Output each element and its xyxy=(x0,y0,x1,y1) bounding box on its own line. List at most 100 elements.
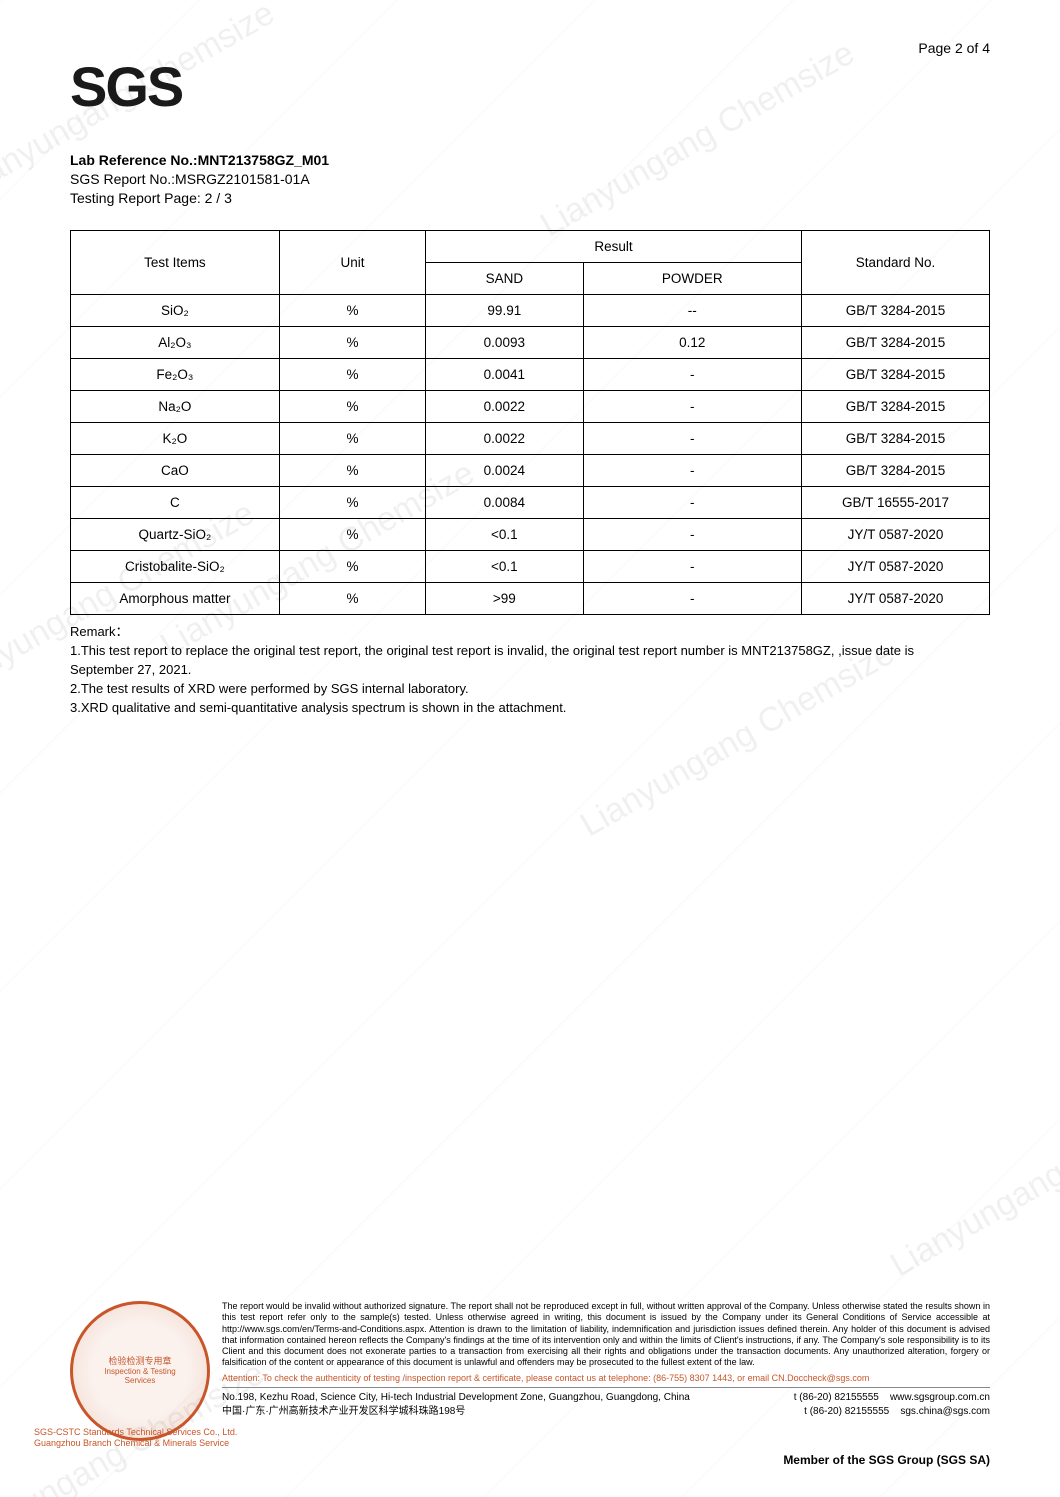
cell-sand: 99.91 xyxy=(426,295,584,327)
table-row: C%0.0084-GB/T 16555-2017 xyxy=(71,487,990,519)
seal-side2: Guangzhou Branch Chemical & Minerals Ser… xyxy=(34,1438,237,1449)
cell-powder: - xyxy=(583,391,801,423)
member-line: Member of the SGS Group (SGS SA) xyxy=(70,1453,990,1467)
table-row: Amorphous matter%>99-JY/T 0587-2020 xyxy=(71,583,990,615)
cell-std: GB/T 3284-2015 xyxy=(802,423,990,455)
lab-ref-label: Lab Reference No.: xyxy=(70,152,198,168)
content-area: Page 2 of 4 SGS Lab Reference No.:MNT213… xyxy=(0,0,1060,748)
logo-text: SGS xyxy=(70,55,182,118)
cell-sand: 0.0022 xyxy=(426,423,584,455)
reference-block: Lab Reference No.:MNT213758GZ_M01 SGS Re… xyxy=(70,152,990,206)
cell-powder: - xyxy=(583,551,801,583)
cell-std: GB/T 3284-2015 xyxy=(802,455,990,487)
cell-item: Fe₂O₃ xyxy=(71,359,280,391)
tel-2: t (86-20) 82155555 xyxy=(804,1406,889,1417)
cell-sand: 0.0024 xyxy=(426,455,584,487)
seal-cn: 检验检测专用章 xyxy=(88,1356,192,1367)
cell-unit: % xyxy=(279,583,425,615)
seal-en: Inspection & Testing Services xyxy=(88,1367,192,1386)
lab-reference-line: Lab Reference No.:MNT213758GZ_M01 xyxy=(70,152,990,168)
remark-items: 1.This test report to replace the origin… xyxy=(70,642,930,717)
cell-powder: - xyxy=(583,455,801,487)
table-row: K₂O%0.0022-GB/T 3284-2015 xyxy=(71,423,990,455)
cell-powder: - xyxy=(583,359,801,391)
cell-item: Cristobalite-SiO₂ xyxy=(71,551,280,583)
testing-page-line: Testing Report Page: 2 / 3 xyxy=(70,190,990,206)
cell-std: GB/T 3284-2015 xyxy=(802,359,990,391)
contact-email: sgs.china@sgs.com xyxy=(900,1406,990,1417)
cell-powder: - xyxy=(583,519,801,551)
cell-item: Amorphous matter xyxy=(71,583,280,615)
cell-unit: % xyxy=(279,327,425,359)
cell-std: JY/T 0587-2020 xyxy=(802,583,990,615)
col-result: Result xyxy=(426,231,802,263)
cell-std: JY/T 0587-2020 xyxy=(802,519,990,551)
lab-ref-value: MNT213758GZ_M01 xyxy=(198,152,330,168)
col-powder: POWDER xyxy=(583,263,801,295)
attention-line: Attention: To check the authenticity of … xyxy=(222,1373,990,1383)
report-page: Lianyungang Chemsize Lianyungang Chemsiz… xyxy=(0,0,1060,1497)
address-en: No.198, Kezhu Road, Science City, Hi-tec… xyxy=(222,1391,690,1405)
seal-side1: SGS-CSTC Standards Technical Services Co… xyxy=(34,1427,237,1438)
table-row: Fe₂O₃%0.0041-GB/T 3284-2015 xyxy=(71,359,990,391)
cell-item: C xyxy=(71,487,280,519)
cell-unit: % xyxy=(279,455,425,487)
cell-std: GB/T 3284-2015 xyxy=(802,295,990,327)
cell-std: GB/T 16555-2017 xyxy=(802,487,990,519)
remark-item: 3.XRD qualitative and semi-quantitative … xyxy=(70,699,930,718)
table-row: Al₂O₃%0.00930.12GB/T 3284-2015 xyxy=(71,327,990,359)
cell-sand: <0.1 xyxy=(426,519,584,551)
table-row: Na₂O%0.0022-GB/T 3284-2015 xyxy=(71,391,990,423)
table-row: Cristobalite-SiO₂%<0.1-JY/T 0587-2020 xyxy=(71,551,990,583)
cell-unit: % xyxy=(279,391,425,423)
cell-std: JY/T 0587-2020 xyxy=(802,551,990,583)
cell-unit: % xyxy=(279,359,425,391)
footer-text-block: The report would be invalid without auth… xyxy=(222,1301,990,1419)
results-tbody: SiO₂%99.91--GB/T 3284-2015Al₂O₃%0.00930.… xyxy=(71,295,990,615)
address-cn: 中国·广东·广州高新技术产业开发区科学城科珠路198号 xyxy=(222,1405,690,1419)
col-unit: Unit xyxy=(279,231,425,295)
remark-label: Remark： xyxy=(70,623,129,642)
footer: 检验检测专用章 Inspection & Testing Services SG… xyxy=(70,1301,990,1467)
cell-powder: -- xyxy=(583,295,801,327)
cell-unit: % xyxy=(279,295,425,327)
address-row: No.198, Kezhu Road, Science City, Hi-tec… xyxy=(222,1387,990,1419)
watermark-text: Lianyungang Chemsize xyxy=(884,1074,1060,1285)
cell-item: CaO xyxy=(71,455,280,487)
table-header-row-1: Test Items Unit Result Standard No. xyxy=(71,231,990,263)
cell-item: Na₂O xyxy=(71,391,280,423)
sgs-report-line: SGS Report No.:MSRGZ2101581-01A xyxy=(70,171,990,187)
cell-sand: >99 xyxy=(426,583,584,615)
cell-unit: % xyxy=(279,519,425,551)
cell-powder: - xyxy=(583,423,801,455)
remarks-block: Remark： 1.This test report to replace th… xyxy=(70,623,990,717)
results-table: Test Items Unit Result Standard No. SAND… xyxy=(70,230,990,615)
table-row: CaO%0.0024-GB/T 3284-2015 xyxy=(71,455,990,487)
seal-center-text: 检验检测专用章 Inspection & Testing Services xyxy=(88,1319,192,1423)
cell-item: Quartz-SiO₂ xyxy=(71,519,280,551)
col-sand: SAND xyxy=(426,263,584,295)
inspection-seal: 检验检测专用章 Inspection & Testing Services SG… xyxy=(70,1301,210,1441)
remark-item: 2.The test results of XRD were performed… xyxy=(70,680,930,699)
remark-item: 1.This test report to replace the origin… xyxy=(70,642,930,680)
cell-sand: 0.0084 xyxy=(426,487,584,519)
footer-flex: 检验检测专用章 Inspection & Testing Services SG… xyxy=(70,1301,990,1441)
cell-powder: 0.12 xyxy=(583,327,801,359)
cell-item: K₂O xyxy=(71,423,280,455)
cell-sand: 0.0093 xyxy=(426,327,584,359)
cell-unit: % xyxy=(279,487,425,519)
disclaimer-text: The report would be invalid without auth… xyxy=(222,1301,990,1369)
cell-std: GB/T 3284-2015 xyxy=(802,391,990,423)
cell-item: Al₂O₃ xyxy=(71,327,280,359)
sgs-report-value: MSRGZ2101581-01A xyxy=(175,171,310,187)
address-left: No.198, Kezhu Road, Science City, Hi-tec… xyxy=(222,1391,690,1419)
seal-side-label: SGS-CSTC Standards Technical Services Co… xyxy=(34,1427,237,1449)
table-row: SiO₂%99.91--GB/T 3284-2015 xyxy=(71,295,990,327)
cell-sand: 0.0022 xyxy=(426,391,584,423)
cell-unit: % xyxy=(279,551,425,583)
sgs-logo: SGS xyxy=(70,62,990,112)
sgs-report-label: SGS Report No.: xyxy=(70,171,175,187)
col-standard: Standard No. xyxy=(802,231,990,295)
website: www.sgsgroup.com.cn xyxy=(890,1392,990,1403)
tel-1: t (86-20) 82155555 xyxy=(794,1392,879,1403)
